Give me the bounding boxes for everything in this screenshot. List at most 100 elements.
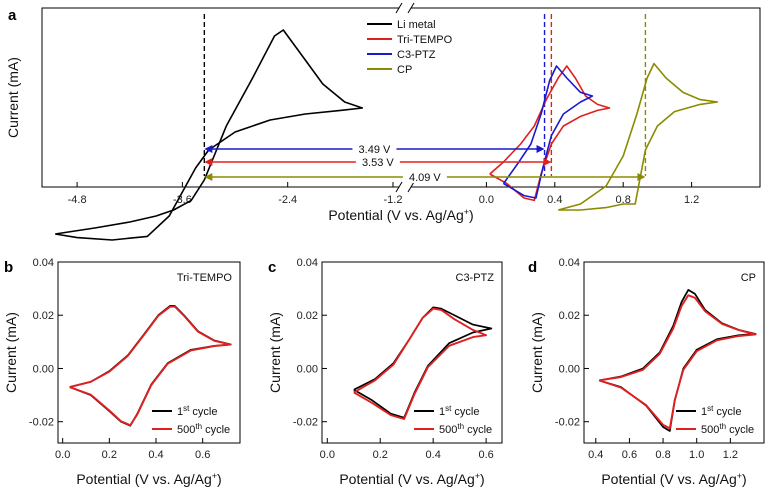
legend-entry-sup: st [445,404,452,413]
y-tick-label: 0.02 [33,310,54,322]
x-tick-label: 1.2 [723,449,738,461]
y-axis-label: Current (mA) [267,312,283,393]
gap-arrow-head [204,158,213,166]
legend-entry: 500th cycle [177,422,230,436]
series-line-500th-cycle [353,307,488,420]
x-tick-label: 0.2 [373,449,388,461]
y-axis-label: Current (mA) [5,57,21,138]
x-axis-label: Potential (V vs. Ag/Ag+) [328,207,473,223]
legend-entry-rest: cycle [451,406,479,418]
gap-arrow-head [204,173,213,181]
plot-frame [583,261,765,444]
gap-arrow-head [536,145,545,153]
x-tick-label: -4.8 [68,194,87,206]
gap-arrow-head [637,173,646,181]
series-line-tri-tempo [489,65,611,202]
series-line-500th-cycle [598,294,757,430]
x-axis-label-main: Potential (V vs. Ag/Ag [76,471,211,487]
gap-arrow-head [543,158,552,166]
axis-break-mark [395,2,403,14]
y-tick-label: 0.02 [297,310,318,322]
legend-entry-number: 500 [701,424,719,436]
x-axis-label-sup: + [475,471,480,481]
legend-entry-rest: cycle [189,406,217,418]
axis-break-mark [407,2,415,14]
x-tick-label: 0.6 [195,449,210,461]
gap-label-bg [355,155,400,168]
series-line-li-metal [55,29,364,241]
x-axis-label-end: ) [469,207,474,223]
x-axis-label-end: ) [480,471,485,487]
x-axis-label: Potential (V vs. Ag/Ag+) [339,471,484,487]
panel-label: b [4,259,13,276]
series-line-500th-cycle [69,305,232,427]
x-axis-label: Potential (V vs. Ag/Ag+) [76,471,221,487]
legend: Li metal Tri-TEMPO C3-PTZ CP [367,19,453,76]
legend-entry-sup: st [707,404,714,413]
x-tick-label: 0.8 [616,194,631,206]
legend-entry-number: 1 [701,406,707,418]
legend-entry-sup: th [719,422,726,431]
gap-arrow-head [204,145,213,153]
series-line-1st-cycle [353,306,493,419]
y-tick-label: 0.02 [559,310,580,322]
axis-break-mark [407,181,415,193]
series-line-cp [557,62,719,211]
x-tick-label: 0.4 [588,449,603,461]
panel-label: d [528,259,537,276]
x-tick-label: 0.0 [320,449,335,461]
legend-entry-sup: th [195,422,202,431]
x-tick-label: 1.0 [689,449,704,461]
y-tick-label: -0.02 [293,417,318,429]
y-tick-label: 0.00 [33,363,54,375]
y-tick-label: -0.02 [555,417,580,429]
y-tick-label: 0.04 [297,257,318,269]
x-tick-label: 0.0 [55,449,70,461]
legend-entry-number: 1 [439,406,445,418]
legend-entry-rest: cycle [202,424,230,436]
y-tick-label: -0.02 [29,417,54,429]
axis-break-gap [399,2,411,14]
panel-label: a [8,7,17,24]
gap-label: 3.53 V [362,157,394,169]
legend-entry: C3-PTZ [397,49,436,61]
panel-title: Tri-TEMPO [177,272,233,284]
x-tick-label: 1.2 [684,194,699,206]
panel-title: C3-PTZ [456,272,495,284]
x-tick-label: 0.6 [622,449,637,461]
panel-label: c [268,259,276,276]
y-tick-label: 0.04 [559,257,580,269]
y-axis-label: Current (mA) [3,312,19,393]
legend-entry-rest: cycle [464,424,492,436]
series-line-c3-ptz [502,65,594,199]
gap-label: 4.09 V [409,172,441,184]
x-tick-label: 0.4 [547,194,562,206]
x-axis-label-sup: + [464,207,469,217]
x-tick-label: 0.0 [479,194,494,206]
x-tick-label: 0.8 [655,449,670,461]
legend-entry-rest: cycle [726,424,754,436]
x-axis-label-sup: + [212,471,217,481]
x-tick-label: -2.4 [278,194,297,206]
gap-label-bg [352,142,397,155]
legend-entry: Li metal [397,19,436,31]
y-tick-label: 0.00 [297,363,318,375]
legend-entry: 500th cycle [701,422,754,436]
legend-entry: 1st cycle [439,404,479,418]
legend-entry-sup: st [183,404,190,413]
legend-entry: Tri-TEMPO [397,34,453,46]
x-axis-label-end: ) [742,471,747,487]
panel-b: 0.0 0.2 0.4 0.6 -0.02 0.00 0.02 0.04 b Tri-TEMPO C… [3,257,241,487]
legend-entry: 1st cycle [701,404,741,418]
legend-entry-number: 1 [177,406,183,418]
y-axis-label: Current (mA) [529,312,545,393]
x-axis-label-sup: + [737,471,742,481]
x-axis-label-main: Potential (V vs. Ag/Ag [601,471,736,487]
x-tick-label: 0.2 [102,449,117,461]
gap-label-bg [402,170,447,183]
gap-label: 3.49 V [359,144,391,156]
potential-gap-arrow: 3.53 V [204,155,552,169]
